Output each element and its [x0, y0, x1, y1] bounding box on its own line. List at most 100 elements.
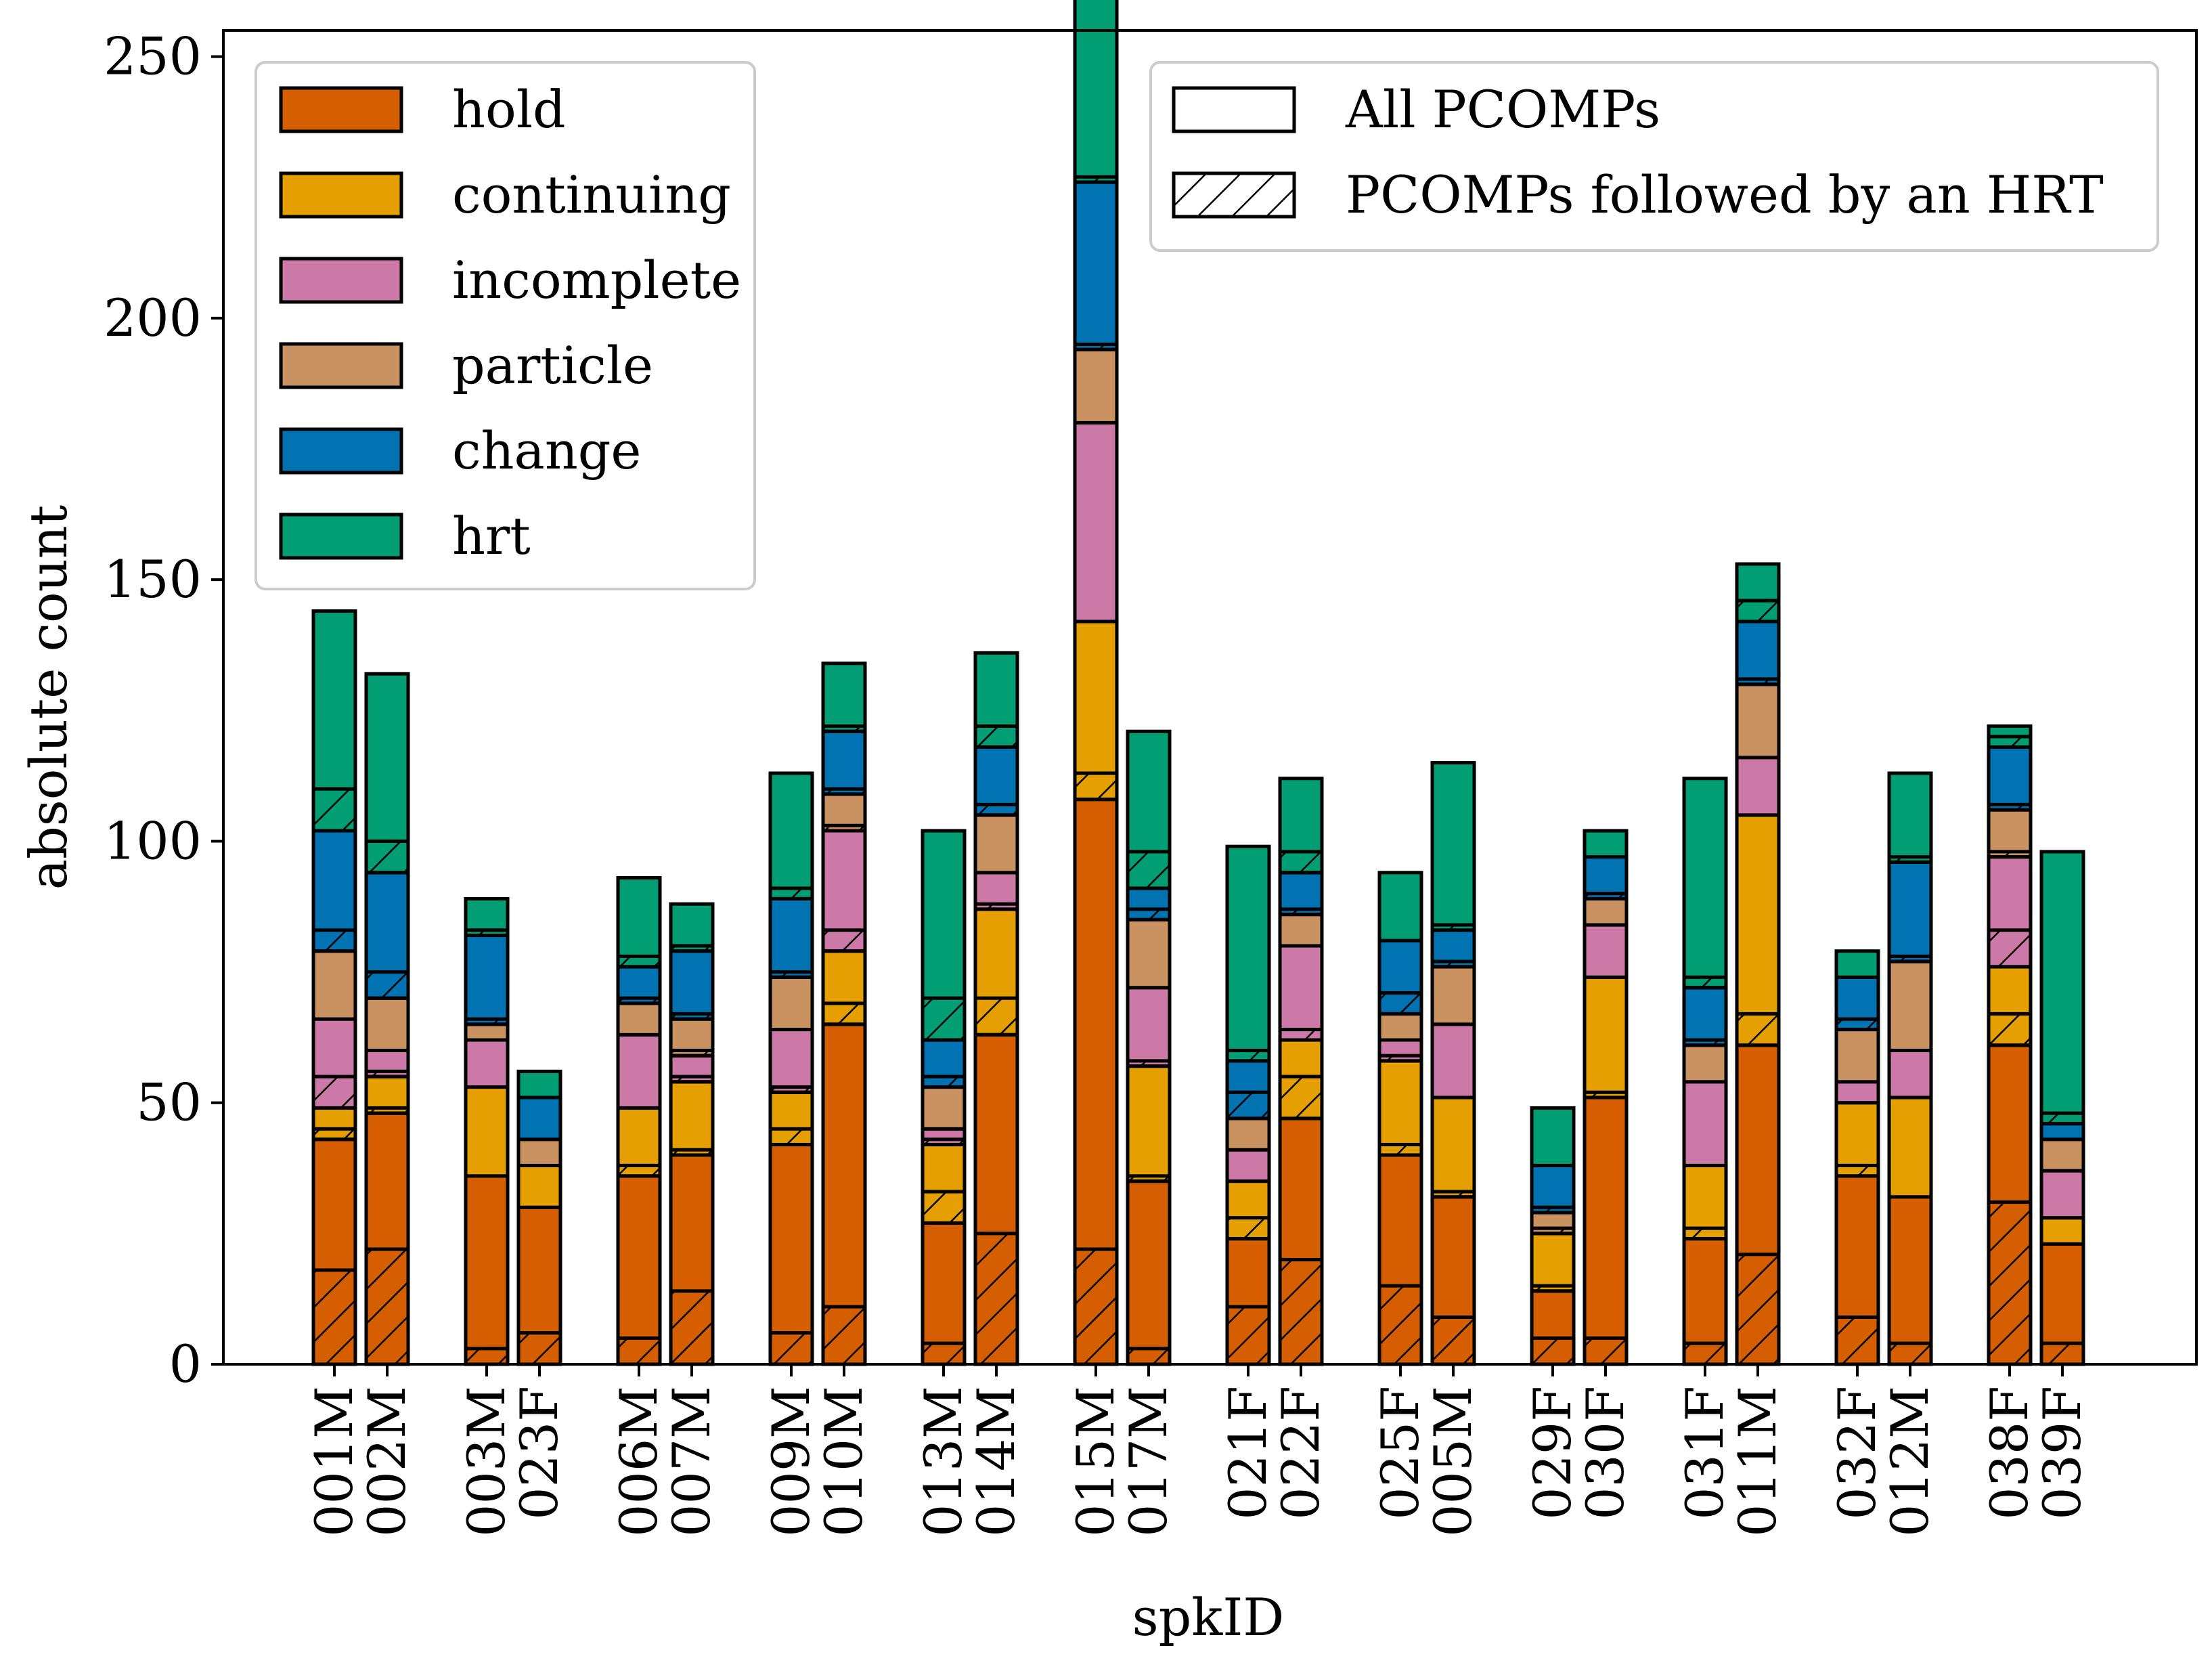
legend-label-particle: particle: [452, 335, 653, 395]
bar-012M-hold: [1887, 1195, 1933, 1366]
bar-039F-hrt: [2039, 850, 2085, 1126]
bar-014M-change-hrt: [973, 802, 1019, 817]
legend-swatch-hrt: [279, 513, 403, 560]
bar-006M-continuing-hrt: [616, 1163, 662, 1178]
bar-013M-continuing-hrt: [921, 1190, 967, 1225]
bar-012M-hrt-hrt: [1887, 855, 1933, 864]
legend-label-continuing: continuing: [452, 165, 731, 225]
bar-015M-hrt: [1073, 0, 1119, 184]
bar-015M-change-hrt: [1073, 343, 1119, 351]
x-tick-label-006M: 006M: [609, 1386, 669, 1537]
bar-021F-hrt-hrt: [1225, 1048, 1271, 1063]
bar-009M-particle: [768, 975, 814, 1032]
bar-006M-incomplete: [616, 1033, 662, 1110]
bar-023F-continuing: [516, 1163, 562, 1209]
bar-005M-particle: [1430, 965, 1476, 1026]
legend-hatch: All PCOMPs PCOMPs followed by an HRT: [1149, 61, 2159, 252]
y-axis: 0 50 100 150 200 250: [104, 26, 223, 1394]
bar-031F-particle: [1682, 1043, 1728, 1084]
bar-014M-particle: [973, 813, 1019, 875]
bar-012M-continuing: [1887, 1095, 1933, 1199]
bar-005M-incomplete: [1430, 1022, 1476, 1100]
x-tick-label-017M: 017M: [1118, 1386, 1178, 1537]
legend-swatch-hold: [279, 86, 403, 133]
legend-label-incomplete: incomplete: [452, 250, 741, 310]
x-tick-label-022F: 022F: [1270, 1386, 1331, 1520]
bar-012M-incomplete: [1887, 1048, 1933, 1100]
bar-014M-continuing-hrt: [973, 996, 1019, 1037]
bar-009M-hold-hrt: [768, 1331, 814, 1366]
bar-021F-incomplete: [1225, 1148, 1271, 1183]
bar-009M-hrt-hrt: [768, 886, 814, 900]
legend-swatch-all: [1172, 86, 1296, 133]
bar-006M-hrt-hrt: [616, 954, 662, 969]
x-tick-label-023F: 023F: [509, 1386, 569, 1520]
bar-032F-change-hrt: [1834, 1017, 1880, 1032]
bar-012M-change: [1887, 860, 1933, 963]
bar-021F-hold-hrt: [1225, 1305, 1271, 1366]
bar-029F-continuing-hrt: [1530, 1284, 1576, 1293]
bar-021F-particle: [1225, 1116, 1271, 1152]
bar-009M-continuing-hrt: [768, 1127, 814, 1147]
bar-001M-hrt-hrt: [311, 787, 357, 833]
bar-011M-hrt-hrt: [1735, 599, 1781, 624]
bar-003M-hrt-hrt: [464, 928, 510, 938]
bar-030F-hold-hrt: [1583, 1336, 1629, 1366]
bar-017M-continuing-hrt: [1126, 1174, 1172, 1183]
bar-025F-change-hrt: [1377, 991, 1423, 1016]
bar-038F-change: [1987, 745, 2033, 812]
bar-030F-change-hrt: [1583, 892, 1629, 900]
bar-006M-hold-hrt: [616, 1336, 662, 1366]
bar-013M-hold-hrt: [921, 1341, 967, 1366]
bar-007M-change-hrt: [669, 1012, 715, 1021]
y-tick-label-150: 150: [104, 549, 202, 609]
bar-009M-hrt: [768, 771, 814, 900]
bar-021F-change-hrt: [1225, 1090, 1271, 1121]
bar-023F-particle: [516, 1137, 562, 1167]
x-tick-label-021F: 021F: [1218, 1386, 1278, 1520]
x-tick-label-029F: 029F: [1522, 1386, 1583, 1520]
bar-022F-incomplete: [1278, 944, 1324, 1042]
bar-021F-hrt: [1225, 844, 1271, 1063]
bar-039F-hold-hrt: [2039, 1341, 2085, 1366]
bar-022F-change-hrt: [1278, 907, 1324, 917]
bar-012M-hold-hrt: [1887, 1341, 1933, 1366]
bar-010M-hrt: [821, 661, 867, 733]
bar-015M-hold-hrt: [1073, 1247, 1119, 1366]
bars-group: [311, 0, 2085, 1366]
bar-010M-hold-hrt: [821, 1305, 867, 1366]
bar-007M-hold-hrt: [669, 1289, 715, 1366]
bar-013M-change-hrt: [921, 1074, 967, 1089]
bar-039F-continuing: [2039, 1216, 2085, 1246]
x-tick-label-015M: 015M: [1065, 1386, 1126, 1537]
bar-013M-hrt-hrt: [921, 996, 967, 1042]
bar-002M-change-hrt: [364, 970, 410, 1000]
plot-frame: [222, 29, 2198, 1366]
bar-032F-continuing: [1834, 1101, 1880, 1178]
bar-011M-particle: [1735, 682, 1781, 760]
bar-038F-hold-hrt: [1987, 1200, 2033, 1366]
bar-039F-particle: [2039, 1137, 2085, 1173]
bar-013M-incomplete-hrt: [921, 1137, 967, 1147]
bar-003M-particle: [464, 1022, 510, 1042]
legend-label-hrt: hrt: [452, 506, 531, 566]
bar-010M-continuing-hrt: [821, 1001, 867, 1026]
bar-025F-hold-hrt: [1377, 1284, 1423, 1366]
bar-017M-hold-hrt: [1126, 1347, 1172, 1366]
x-tick-label-011M: 011M: [1727, 1386, 1788, 1537]
bar-003M-change-hrt: [464, 1017, 510, 1026]
bar-032F-hrt: [1834, 949, 1880, 979]
legend-categories: hold continuing incomplete particle change hr…: [255, 61, 756, 590]
bar-001M-change-hrt: [311, 928, 357, 953]
bar-038F-particle-hrt: [1987, 850, 2033, 859]
bar-009M-incomplete: [768, 1028, 814, 1094]
bar-010M-hrt-hrt: [821, 724, 867, 733]
bar-030F-hrt: [1583, 829, 1629, 859]
bar-025F-particle: [1377, 1012, 1423, 1042]
x-tick-label-003M: 003M: [456, 1386, 516, 1537]
bar-015M-continuing: [1073, 620, 1119, 802]
legend-swatch-incomplete: [279, 257, 403, 304]
bar-001M-particle: [311, 949, 357, 1021]
